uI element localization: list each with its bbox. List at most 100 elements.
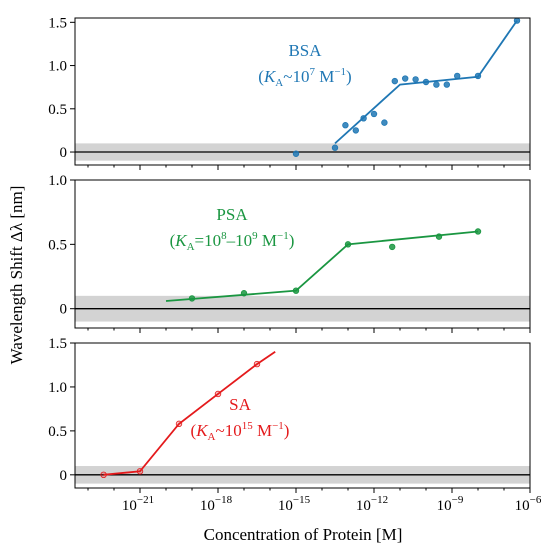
- annotation-part: 8: [221, 230, 227, 242]
- data-point-2: [240, 290, 248, 297]
- panel-plot-area: [75, 351, 530, 484]
- annotation-part: ): [289, 231, 295, 250]
- annotation-part: 9: [252, 230, 258, 242]
- y-tick-label: 1.0: [48, 173, 67, 189]
- annotation-part: A: [208, 431, 216, 443]
- data-point-4: [214, 390, 222, 398]
- data-point-6: [435, 233, 443, 240]
- data-point-12: [433, 81, 440, 88]
- annotation-name: SA: [229, 395, 251, 414]
- data-point-13: [443, 81, 450, 88]
- x-tick-base: 10: [200, 498, 215, 514]
- annotation-part: −1: [272, 420, 284, 432]
- panel-plot-area: [75, 228, 530, 322]
- x-tick-exponent: −15: [293, 494, 311, 506]
- x-tick-label: 10−18: [200, 494, 233, 514]
- annotation-part: =10: [195, 231, 222, 250]
- annotation-part: 7: [309, 66, 315, 78]
- x-tick-base: 10: [356, 498, 371, 514]
- fit-line: [334, 20, 518, 145]
- y-tick-label: 1.0: [48, 59, 67, 75]
- y-tick-label: 0: [60, 468, 68, 484]
- annotation-part: (: [258, 67, 264, 86]
- x-tick-label: 10−9: [437, 494, 464, 514]
- annotation-part: −1: [277, 230, 289, 242]
- y-tick-label: 0.5: [48, 424, 67, 440]
- x-tick-exponent: −9: [452, 494, 464, 506]
- annotation-part: A: [187, 241, 195, 253]
- data-point-11: [422, 78, 430, 86]
- y-tick-label: 1.5: [48, 15, 67, 31]
- data-point-1: [292, 150, 300, 157]
- data-point-2: [136, 468, 144, 475]
- fit-line: [165, 230, 479, 302]
- annotation-part: ~10: [283, 67, 309, 86]
- x-tick-label: 10−6: [515, 494, 542, 514]
- data-point-7: [381, 119, 388, 126]
- annotation-constant: (KA~1015 M−1): [191, 420, 290, 443]
- annotation-name: BSA: [288, 41, 322, 60]
- annotation-k: K: [195, 421, 209, 440]
- y-tick-label: 1.0: [48, 380, 67, 396]
- x-tick-exponent: −18: [215, 494, 233, 506]
- annotation-part: (: [170, 231, 176, 250]
- annotation-part: ~10: [216, 421, 242, 440]
- data-point-4: [352, 127, 359, 134]
- data-point-9: [402, 75, 409, 82]
- y-tick-label: 0.5: [48, 237, 67, 253]
- annotation-k: K: [174, 231, 188, 250]
- data-point-3: [292, 287, 300, 294]
- data-point-8: [391, 77, 398, 85]
- y-tick-label: 1.5: [48, 336, 67, 352]
- data-point-14: [454, 72, 461, 80]
- x-tick-exponent: −21: [137, 494, 154, 506]
- x-tick-base: 10: [515, 498, 530, 514]
- x-tick-exponent: −12: [371, 494, 388, 506]
- data-point-3: [342, 122, 349, 129]
- data-point-2: [331, 144, 339, 151]
- x-tick-labels: 10−21 10−18 10−15 10−12 10−9 10−6: [122, 494, 542, 514]
- panel-2: 0 0.5 1.0 PSA (KA=108–109 M−1): [48, 173, 531, 333]
- x-tick-label: 10−21: [122, 494, 154, 514]
- x-tick-label: 10−12: [356, 494, 388, 514]
- y-tick-label: 0: [60, 302, 68, 318]
- data-point-3: [175, 420, 183, 428]
- x-tick-base: 10: [122, 498, 137, 514]
- annotation-part: ): [284, 421, 290, 440]
- annotation-part: M: [258, 231, 277, 250]
- annotation-k: K: [263, 67, 277, 86]
- data-point-5: [253, 360, 261, 368]
- panel-frame: [74, 342, 531, 489]
- x-tick-base: 10: [437, 498, 452, 514]
- panel-3: 0 0.5 1.0 1.5 SA (KA~1015 M−1): [48, 336, 531, 493]
- y-tick-label: 0.5: [48, 102, 67, 118]
- y-tick-label: 0: [60, 145, 68, 161]
- data-point-1: [100, 471, 107, 479]
- panel-1: 0 0.5 1.0 1.5 BSA (KA~107 M−1): [48, 15, 531, 170]
- annotation-part: 15: [242, 420, 254, 432]
- data-point-5: [360, 115, 367, 122]
- fit-line: [103, 351, 276, 476]
- y-axis-label: Wavelength Shift Δλ [nm]: [7, 186, 26, 365]
- annotation-constant: (KA=108–109 M−1): [170, 230, 295, 253]
- annotation-part: A: [275, 77, 283, 89]
- annotation-part: ): [346, 67, 352, 86]
- annotation-part: M: [315, 67, 334, 86]
- data-point-7: [474, 228, 482, 235]
- annotation-constant: (KA~107 M−1): [258, 66, 351, 89]
- data-point-5: [389, 243, 396, 251]
- x-axis-label: Concentration of Protein [M]: [204, 525, 403, 544]
- panel-frame: [74, 17, 531, 166]
- data-point-16: [513, 18, 521, 24]
- panel-plot-area: [75, 18, 530, 161]
- annotation-part: (: [191, 421, 197, 440]
- panel-frame: [74, 179, 531, 329]
- data-point-1: [188, 295, 196, 302]
- annotation-part: −1: [334, 66, 346, 78]
- annotation-part: M: [253, 421, 272, 440]
- data-point-15: [474, 72, 482, 80]
- data-point-6: [370, 110, 378, 118]
- annotation-name: PSA: [216, 205, 248, 224]
